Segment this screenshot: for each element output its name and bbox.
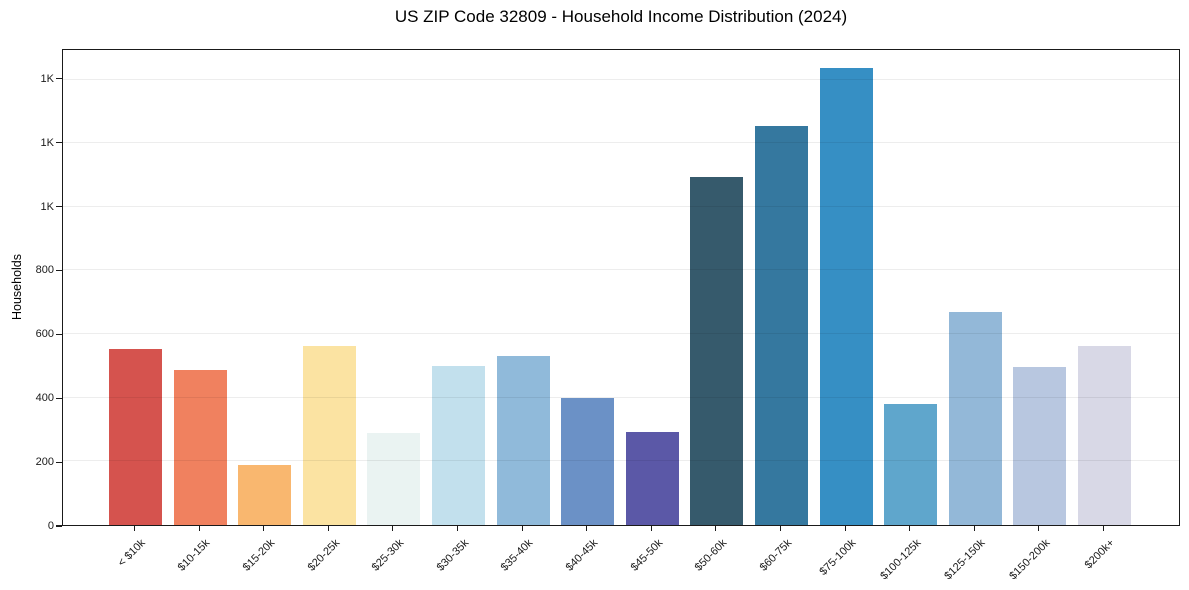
x-tick-label: $50-60k [692, 537, 730, 574]
bar [1013, 366, 1067, 525]
y-tick-label: 1K [40, 72, 54, 85]
bar [238, 465, 292, 525]
y-tick-label: 1K [40, 200, 54, 213]
bar [625, 431, 679, 525]
x-tick-mark [392, 526, 394, 531]
x-tick-label: $75-100k [817, 537, 859, 578]
x-tick-label: $10-15k [175, 537, 213, 574]
bar [948, 312, 1002, 525]
x-tick-mark [586, 526, 588, 531]
x-tick-label: $60-75k [757, 537, 794, 574]
y-tick-label: 400 [35, 392, 54, 405]
bar [755, 126, 808, 525]
gridline [63, 78, 1179, 80]
bar [302, 346, 356, 525]
chart-title: US ZIP Code 32809 - Household Income Dis… [394, 7, 848, 26]
y-tick-label: 600 [35, 328, 54, 341]
y-tick-mark [56, 461, 62, 463]
gridline [63, 205, 1179, 207]
x-tick-label: $45-50k [628, 537, 665, 574]
y-tick-mark [56, 269, 62, 271]
x-tick-mark [198, 526, 200, 531]
x-tick-mark [909, 526, 911, 531]
gridline [63, 142, 1179, 144]
x-tick-label: $100-125k [877, 537, 924, 583]
y-tick-label: 0 [47, 520, 54, 532]
x-tick-mark [263, 526, 265, 531]
bar [367, 433, 421, 525]
x-tick-label: $30-35k [434, 537, 471, 574]
bar [432, 366, 485, 525]
y-tick-label: 800 [35, 264, 54, 277]
bar [561, 397, 615, 525]
bar [884, 403, 938, 525]
x-tick-label: $25-30k [369, 537, 407, 574]
x-tick-label: $200k+ [1082, 537, 1117, 572]
x-tick-mark [1038, 526, 1040, 531]
x-tick-mark [844, 526, 846, 531]
x-tick-mark [650, 526, 652, 531]
bar [1078, 346, 1131, 525]
bar [173, 369, 227, 525]
x-tick-mark [327, 526, 329, 531]
x-tick-mark [133, 526, 136, 531]
x-tick-mark [521, 526, 523, 531]
x-tick-label: $35-40k [498, 537, 536, 574]
y-tick-mark [56, 205, 62, 208]
x-tick-label: $20-25k [305, 537, 342, 574]
gridline [63, 333, 1179, 335]
bar [496, 356, 550, 525]
x-tick-mark [715, 526, 717, 531]
x-tick-mark [973, 526, 975, 531]
x-tick-mark [779, 526, 782, 531]
x-tick-mark [456, 526, 459, 531]
x-tick-mark [1102, 526, 1105, 531]
gridline [63, 269, 1179, 271]
x-tick-label: $40-45k [563, 537, 601, 574]
y-tick-mark [56, 525, 62, 527]
y-tick-mark [56, 142, 62, 144]
y-tick-mark [56, 397, 62, 399]
y-tick-mark [56, 333, 62, 335]
y-tick-label: 200 [35, 456, 54, 469]
y-tick-label: 1K [40, 136, 54, 149]
bar [819, 68, 873, 525]
x-tick-label: $125-150k [942, 537, 988, 583]
x-tick-label: < $10k [115, 537, 148, 570]
x-tick-label: $15-20k [240, 537, 278, 574]
gridline [63, 396, 1179, 398]
gridline [63, 460, 1179, 462]
x-tick-label: $150-200k [1007, 537, 1053, 583]
bar [690, 176, 744, 525]
y-tick-mark [56, 78, 62, 80]
bar [109, 349, 162, 525]
plot-area [62, 49, 1180, 526]
